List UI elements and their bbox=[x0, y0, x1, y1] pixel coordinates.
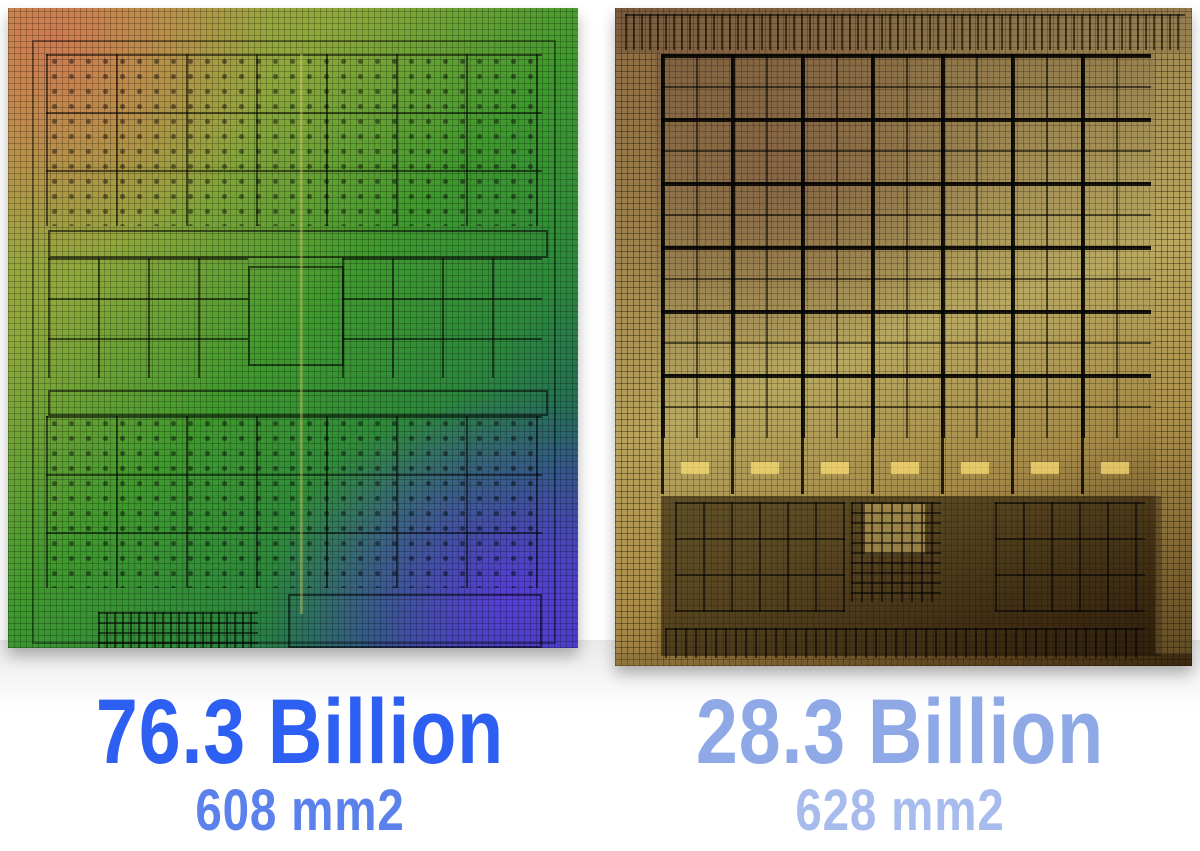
background-fade bbox=[0, 640, 1200, 851]
right-chip-caption: 28.3 Billion 628 mm2 bbox=[654, 684, 1146, 842]
left-transistor-count: 76.3 Billion bbox=[95, 681, 505, 783]
right-die-area: 628 mm2 bbox=[795, 778, 1005, 843]
left-chip-caption: 76.3 Billion 608 mm2 bbox=[54, 684, 546, 842]
left-die-area: 608 mm2 bbox=[195, 778, 405, 843]
right-die-image bbox=[615, 8, 1192, 666]
right-transistor-count: 28.3 Billion bbox=[695, 681, 1105, 783]
left-die-image bbox=[8, 8, 578, 648]
